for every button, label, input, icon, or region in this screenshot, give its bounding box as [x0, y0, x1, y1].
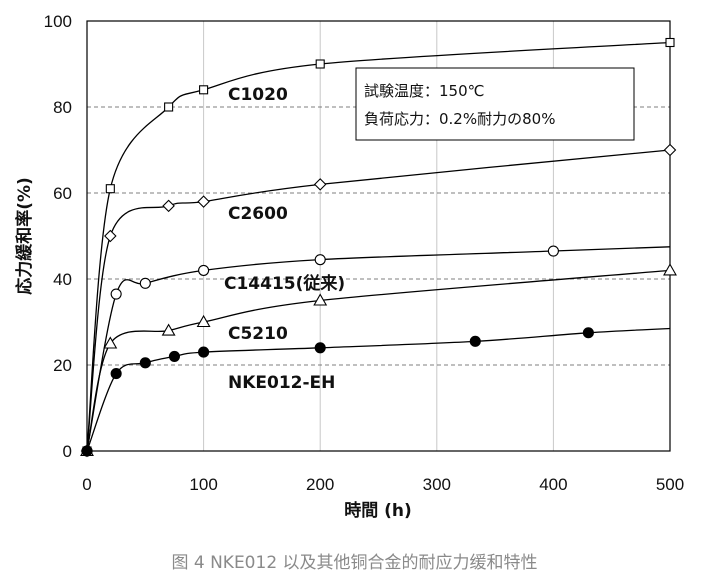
- x-tick-label: 400: [539, 475, 567, 494]
- data-point: [104, 229, 117, 243]
- series-label-c2600: C2600: [228, 204, 288, 224]
- data-point: [139, 277, 151, 289]
- y-axis-title: 応力緩和率(%): [14, 177, 35, 295]
- series-line: [86, 41, 671, 452]
- data-point: [81, 445, 93, 457]
- data-point: [547, 245, 559, 257]
- x-tick-label: 0: [82, 475, 91, 494]
- series-markers: [80, 37, 677, 458]
- test-temperature-label: 試験温度：150℃: [364, 82, 484, 100]
- y-tick-label: 40: [53, 270, 72, 289]
- tick-labels: 0 100 200 300 400 500 0 20 40 60 80 100: [44, 12, 685, 494]
- figure-caption: 图 4 NKE012 以及其他铜合金的耐应力缓和特性: [171, 553, 538, 573]
- data-point: [110, 288, 122, 300]
- x-tick-label: 500: [656, 475, 684, 494]
- data-point: [315, 59, 325, 69]
- plot-area-border: [86, 20, 671, 452]
- data-point: [198, 264, 210, 276]
- data-point: [168, 350, 180, 362]
- data-point: [313, 293, 328, 306]
- data-point: [314, 342, 326, 354]
- stress-relaxation-chart: 0 100 200 300 400 500 0 20 40 60 80 100 時間 (h) 応力緩和…: [14, 12, 685, 521]
- x-axis-title: 時間 (h): [344, 500, 412, 521]
- series-label-c5210: C5210: [228, 324, 288, 344]
- data-point: [313, 178, 327, 191]
- data-point: [663, 143, 677, 157]
- x-tick-label: 300: [423, 475, 451, 494]
- data-point: [162, 199, 175, 213]
- series-label-nke012-eh: NKE012-EH: [228, 373, 335, 393]
- series-line: [86, 149, 671, 452]
- data-point: [199, 85, 209, 95]
- x-tick-label: 100: [189, 475, 217, 494]
- y-tick-label: 100: [44, 12, 72, 31]
- data-point: [196, 314, 211, 328]
- data-point: [161, 323, 176, 336]
- data-point: [197, 195, 210, 208]
- series-label-c1020: C1020: [228, 85, 288, 105]
- data-point: [103, 336, 118, 349]
- x-tick-label: 200: [306, 475, 334, 494]
- conditions-box: 試験温度：150℃ 負荷応力：0.2%耐力の80%: [355, 67, 635, 141]
- conditions-box-frame: [355, 67, 635, 141]
- y-tick-label: 60: [53, 184, 72, 203]
- y-tick-label: 80: [53, 98, 72, 117]
- load-stress-label: 負荷応力：0.2%耐力の80%: [364, 110, 555, 128]
- data-point: [139, 357, 151, 369]
- data-point: [469, 335, 481, 347]
- y-tick-label: 20: [53, 356, 72, 375]
- series-line: [86, 327, 671, 452]
- data-point: [314, 254, 326, 266]
- series-label-c14415: C14415(従来): [224, 273, 345, 294]
- data-point: [665, 37, 675, 48]
- data-point: [582, 327, 594, 339]
- data-point: [105, 184, 115, 194]
- data-point: [663, 263, 677, 276]
- y-tick-label: 0: [63, 442, 72, 461]
- data-point: [164, 102, 174, 112]
- data-point: [198, 346, 210, 358]
- data-point: [110, 368, 122, 380]
